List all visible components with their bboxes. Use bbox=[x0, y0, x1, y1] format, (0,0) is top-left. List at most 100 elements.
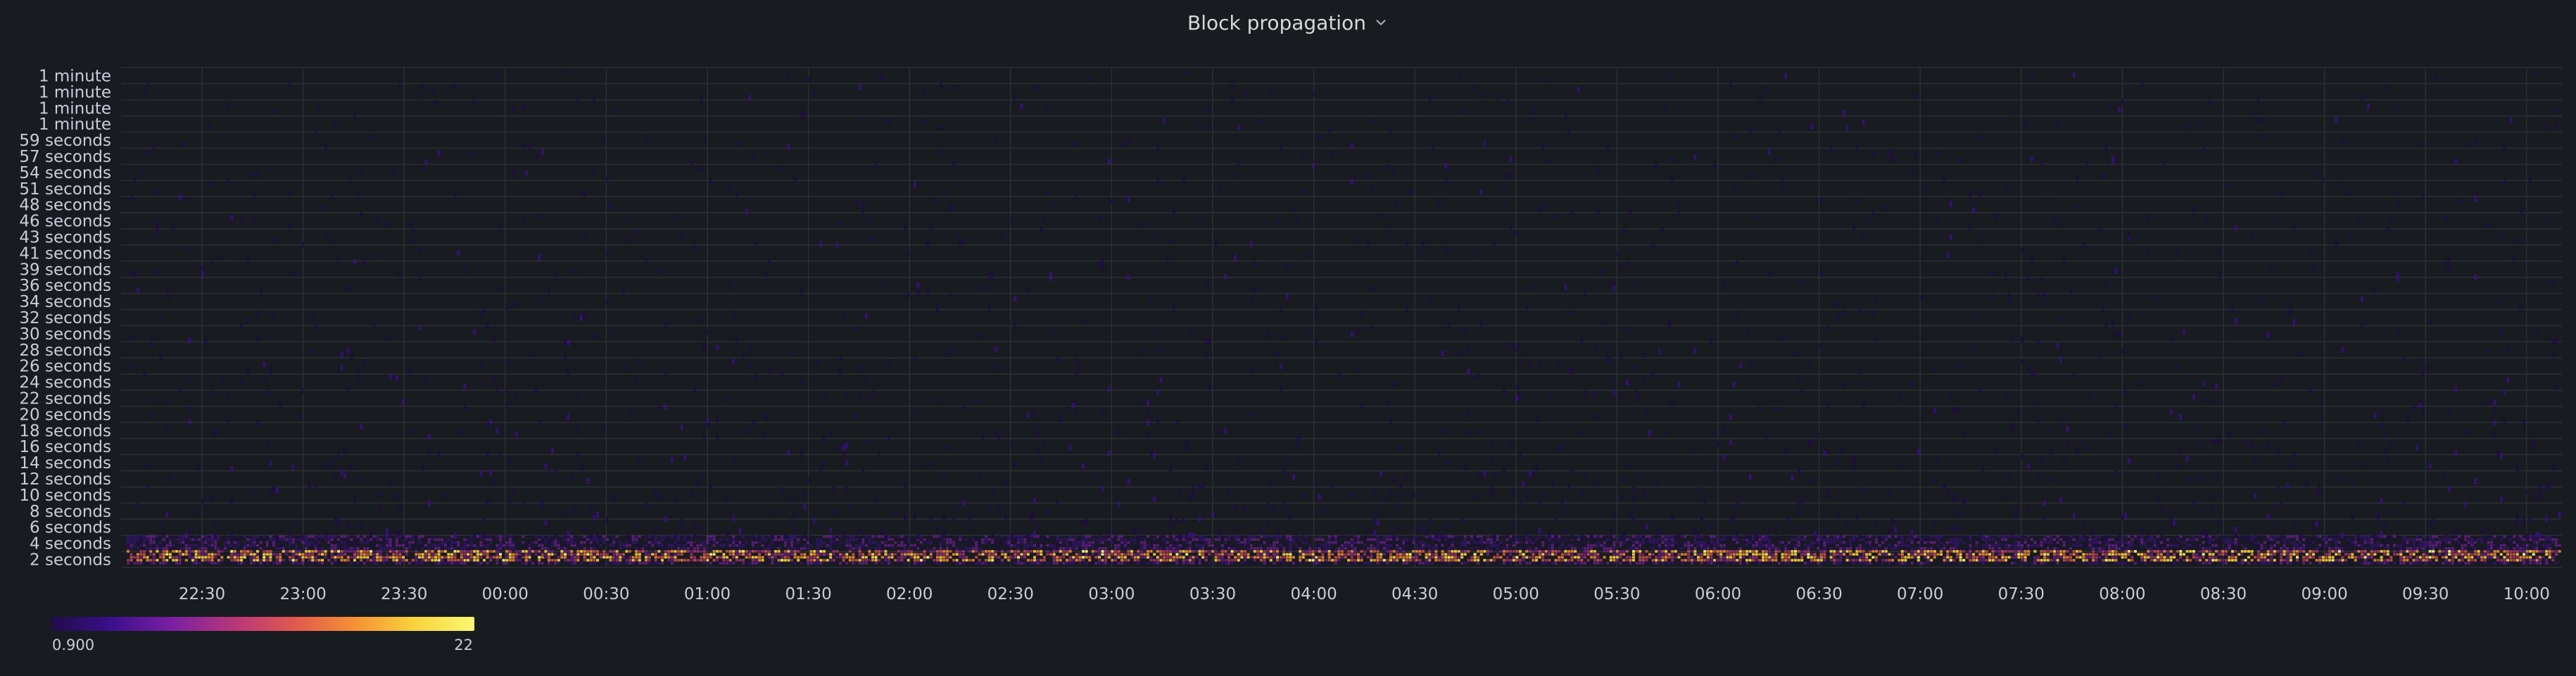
heatmap-cell bbox=[1519, 541, 1522, 544]
heatmap-cell bbox=[1593, 544, 1596, 547]
heatmap-cell bbox=[1622, 544, 1626, 547]
heatmap-cell bbox=[629, 535, 631, 538]
heatmap-cell bbox=[230, 544, 234, 547]
heatmap-cell bbox=[1007, 558, 1011, 562]
heatmap-cell bbox=[1250, 544, 1254, 547]
heatmap-cell bbox=[1114, 561, 1117, 565]
heatmap-cell bbox=[761, 538, 764, 541]
heatmap-cell bbox=[317, 553, 321, 556]
heatmap-cell bbox=[839, 553, 842, 556]
heatmap-cell bbox=[418, 544, 421, 547]
heatmap-cell bbox=[421, 544, 424, 547]
heatmap-cell bbox=[1528, 116, 1532, 123]
heatmap-cell bbox=[295, 558, 298, 562]
heatmap-cell bbox=[253, 561, 256, 565]
heatmap-cell bbox=[1379, 553, 1383, 556]
heatmap-cell bbox=[1010, 541, 1014, 544]
heatmap-cell bbox=[136, 287, 139, 294]
panel-title-menu[interactable]: Block propagation bbox=[1187, 11, 1389, 35]
heatmap-cell bbox=[321, 561, 324, 565]
heatmap-cell bbox=[146, 538, 149, 541]
heatmap-cell bbox=[1244, 550, 1246, 553]
heatmap-cell bbox=[823, 460, 826, 466]
heatmap-cell bbox=[1169, 550, 1173, 553]
heatmap-cell bbox=[524, 544, 528, 547]
heatmap-cell bbox=[800, 538, 803, 541]
heatmap-cell bbox=[1551, 481, 1554, 487]
heatmap-cell bbox=[249, 550, 253, 553]
heatmap-cell bbox=[469, 553, 473, 556]
heatmap-cell bbox=[848, 538, 852, 541]
heatmap-cell bbox=[308, 482, 311, 489]
heatmap-cell bbox=[787, 144, 790, 150]
heatmap-cell bbox=[1204, 338, 1208, 344]
heatmap-cell bbox=[1091, 544, 1094, 547]
heatmap-cell bbox=[1606, 546, 1610, 550]
heatmap-cell bbox=[868, 541, 871, 544]
heatmap-cell bbox=[942, 538, 946, 541]
heatmap-cell bbox=[1641, 351, 1645, 358]
heatmap-cell bbox=[674, 214, 677, 220]
heatmap-cell bbox=[411, 541, 415, 544]
heatmap-cell bbox=[1075, 411, 1078, 418]
heatmap-cell bbox=[1697, 558, 1700, 562]
heatmap-cell bbox=[1671, 550, 1674, 553]
heatmap-cell bbox=[1625, 556, 1629, 559]
heatmap-cell bbox=[346, 386, 350, 393]
heatmap-cell bbox=[845, 442, 849, 449]
heatmap-cell bbox=[1415, 534, 1418, 542]
heatmap-cell bbox=[172, 556, 175, 559]
heatmap-cell bbox=[861, 468, 865, 475]
heatmap-cell bbox=[1748, 558, 1752, 562]
heatmap-cell bbox=[1447, 322, 1451, 328]
heatmap-cell bbox=[696, 561, 700, 565]
heatmap-cell bbox=[700, 544, 703, 547]
heatmap-cell bbox=[816, 358, 819, 365]
heatmap-cell bbox=[1220, 535, 1224, 538]
heatmap-cell bbox=[1052, 553, 1056, 556]
heatmap-cell bbox=[913, 546, 916, 550]
heatmap-cell bbox=[803, 503, 807, 510]
heatmap-cell bbox=[1068, 444, 1072, 451]
heatmap-cell bbox=[1431, 556, 1434, 559]
heatmap-cell bbox=[1515, 550, 1519, 553]
heatmap-cell bbox=[767, 544, 771, 547]
heatmap-cell bbox=[1444, 553, 1448, 556]
heatmap-cell bbox=[201, 266, 204, 273]
heatmap-cell bbox=[548, 556, 550, 559]
heatmap-cell bbox=[1133, 546, 1137, 550]
heatmap-cell bbox=[625, 216, 629, 223]
heatmap-cell bbox=[648, 541, 651, 544]
heatmap-cell bbox=[168, 561, 172, 565]
heatmap-cell bbox=[693, 556, 696, 559]
heatmap-cell bbox=[790, 553, 793, 556]
heatmap-cell bbox=[800, 535, 803, 538]
heatmap-cell bbox=[1703, 558, 1707, 562]
heatmap-cell bbox=[1315, 339, 1318, 346]
heatmap-cell bbox=[379, 556, 382, 559]
heatmap-cell bbox=[1444, 561, 1448, 565]
heatmap-cell bbox=[1586, 541, 1590, 544]
heatmap-cell bbox=[1007, 538, 1011, 541]
heatmap-cell bbox=[638, 546, 641, 550]
heatmap-cell bbox=[1273, 546, 1276, 550]
heatmap-cell bbox=[1023, 556, 1027, 559]
heatmap-cell bbox=[1515, 558, 1519, 562]
heatmap-cell bbox=[495, 553, 499, 556]
heatmap-cell bbox=[1677, 544, 1681, 547]
heatmap-cell bbox=[512, 301, 515, 308]
heatmap-cell bbox=[787, 535, 790, 538]
heatmap-cell bbox=[1376, 556, 1379, 559]
heatmap-cell bbox=[1172, 556, 1175, 559]
heatmap-cell bbox=[531, 535, 534, 538]
heatmap-cell bbox=[1477, 550, 1480, 553]
heatmap-cell bbox=[204, 553, 208, 556]
heatmap-cell bbox=[971, 558, 975, 562]
heatmap-cell bbox=[188, 538, 191, 541]
heatmap-cell bbox=[991, 487, 995, 494]
heatmap-cell bbox=[702, 435, 706, 442]
heatmap-cell bbox=[576, 546, 580, 550]
heatmap-cell bbox=[548, 553, 550, 556]
heatmap-cell bbox=[755, 556, 758, 559]
heatmap-cell bbox=[842, 546, 845, 550]
